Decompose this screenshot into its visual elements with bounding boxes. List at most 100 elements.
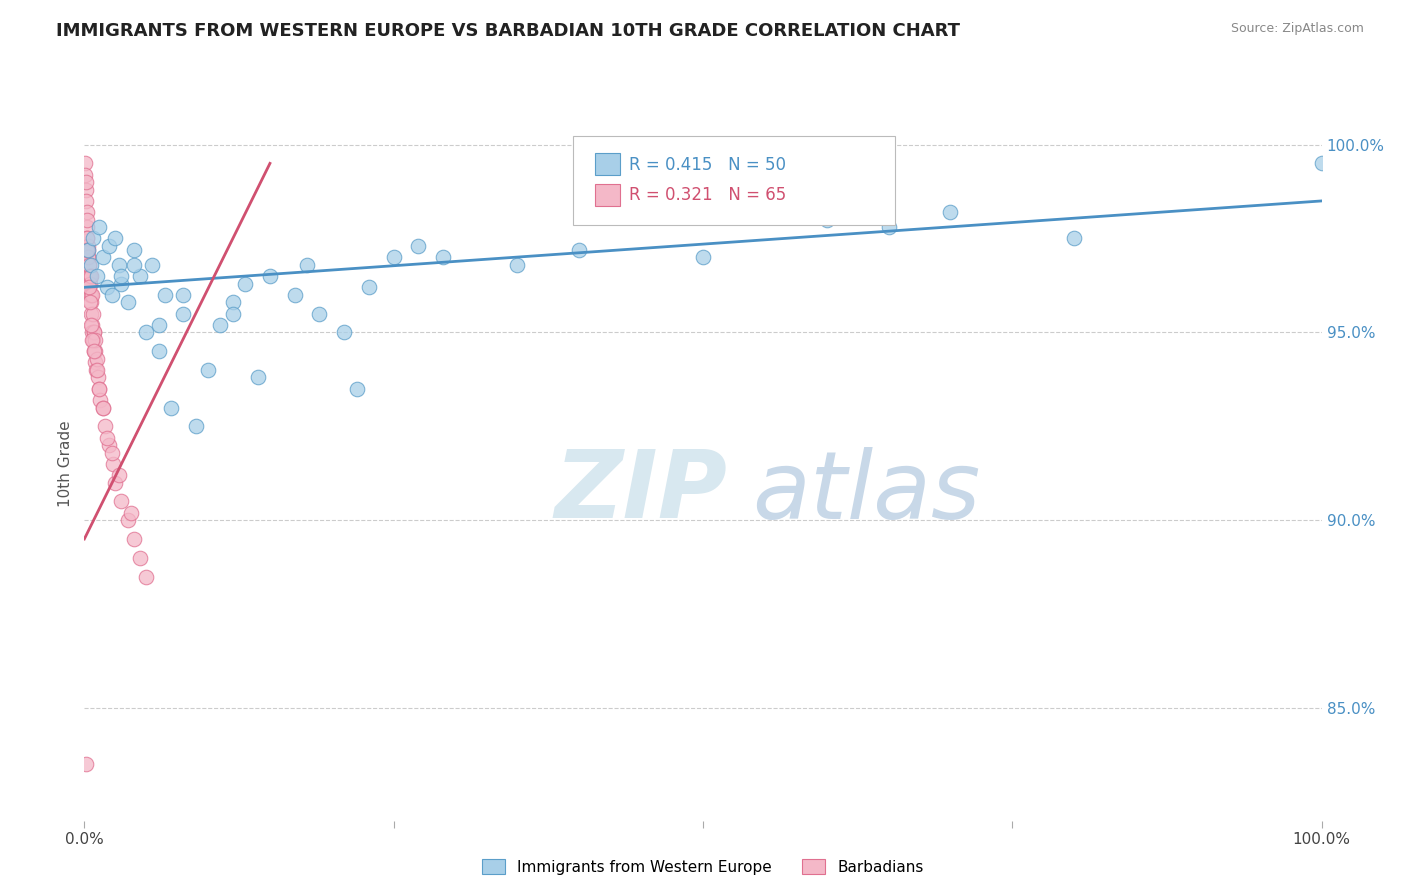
Point — [135, 569, 157, 583]
Point — [357, 280, 380, 294]
Point — [117, 513, 139, 527]
Point — [80, 318, 103, 332]
Point — [98, 239, 121, 253]
Point — [83, 326, 105, 340]
Point — [83, 326, 105, 340]
Point — [1063, 231, 1085, 245]
Point — [82, 307, 104, 321]
Point — [89, 392, 111, 407]
Point — [79, 268, 101, 283]
Point — [77, 243, 100, 257]
Point — [506, 258, 529, 272]
Point — [129, 268, 152, 283]
Point — [692, 250, 714, 264]
Point — [89, 220, 111, 235]
Point — [76, 212, 98, 227]
Point — [86, 268, 108, 283]
Point — [382, 250, 405, 264]
Point — [82, 231, 104, 245]
Point — [91, 401, 114, 415]
Point — [96, 280, 118, 294]
FancyBboxPatch shape — [595, 153, 620, 175]
Point — [79, 258, 101, 272]
Point — [75, 757, 97, 772]
Point — [87, 370, 110, 384]
Point — [100, 288, 122, 302]
FancyBboxPatch shape — [595, 184, 620, 205]
Point — [408, 239, 430, 253]
Point — [76, 231, 98, 245]
Point — [117, 295, 139, 310]
Point — [79, 277, 101, 291]
Point — [110, 494, 132, 508]
Point — [82, 326, 104, 340]
FancyBboxPatch shape — [574, 136, 894, 225]
Point — [160, 401, 183, 415]
Point — [84, 333, 107, 347]
Point — [82, 333, 104, 347]
Point — [75, 175, 97, 189]
Point — [104, 231, 127, 245]
Point — [100, 445, 122, 459]
Point — [815, 212, 838, 227]
Point — [1310, 156, 1333, 170]
Point — [80, 288, 103, 302]
Point — [77, 258, 100, 272]
Point — [295, 258, 318, 272]
Point — [77, 239, 100, 253]
Point — [141, 258, 163, 272]
Point — [73, 156, 96, 170]
Point — [346, 382, 368, 396]
Point — [79, 295, 101, 310]
Point — [77, 250, 100, 264]
Point — [135, 326, 157, 340]
Point — [122, 243, 145, 257]
Text: ZIP: ZIP — [554, 446, 727, 539]
Y-axis label: 10th Grade: 10th Grade — [58, 420, 73, 508]
Point — [110, 277, 132, 291]
Point — [75, 183, 97, 197]
Point — [77, 250, 100, 264]
Point — [308, 307, 330, 321]
Point — [79, 280, 101, 294]
Legend: Immigrants from Western Europe, Barbadians: Immigrants from Western Europe, Barbadia… — [475, 853, 931, 880]
Point — [108, 258, 131, 272]
Text: Source: ZipAtlas.com: Source: ZipAtlas.com — [1230, 22, 1364, 36]
Point — [96, 431, 118, 445]
Point — [79, 288, 101, 302]
Point — [80, 307, 103, 321]
Point — [80, 318, 103, 332]
Text: R = 0.415   N = 50: R = 0.415 N = 50 — [628, 155, 786, 174]
Point — [122, 258, 145, 272]
Point — [76, 220, 98, 235]
Point — [79, 268, 101, 283]
Point — [110, 268, 132, 283]
Point — [75, 194, 97, 208]
Point — [197, 363, 219, 377]
Point — [104, 475, 127, 490]
Point — [129, 550, 152, 565]
Text: IMMIGRANTS FROM WESTERN EUROPE VS BARBADIAN 10TH GRADE CORRELATION CHART: IMMIGRANTS FROM WESTERN EUROPE VS BARBAD… — [56, 22, 960, 40]
Point — [86, 351, 108, 366]
Point — [77, 280, 100, 294]
Text: atlas: atlas — [752, 447, 981, 538]
Point — [432, 250, 454, 264]
Point — [84, 363, 107, 377]
Point — [939, 205, 962, 219]
Point — [83, 344, 105, 359]
Point — [98, 438, 121, 452]
Point — [79, 258, 101, 272]
Point — [91, 250, 114, 264]
Point — [80, 288, 103, 302]
Point — [89, 382, 111, 396]
Point — [259, 268, 281, 283]
Text: R = 0.321   N = 65: R = 0.321 N = 65 — [628, 186, 786, 204]
Point — [222, 307, 245, 321]
Point — [84, 344, 107, 359]
Point — [76, 243, 98, 257]
Point — [568, 243, 591, 257]
Point — [76, 231, 98, 245]
Point — [153, 288, 176, 302]
Point — [122, 532, 145, 546]
Point — [79, 295, 101, 310]
